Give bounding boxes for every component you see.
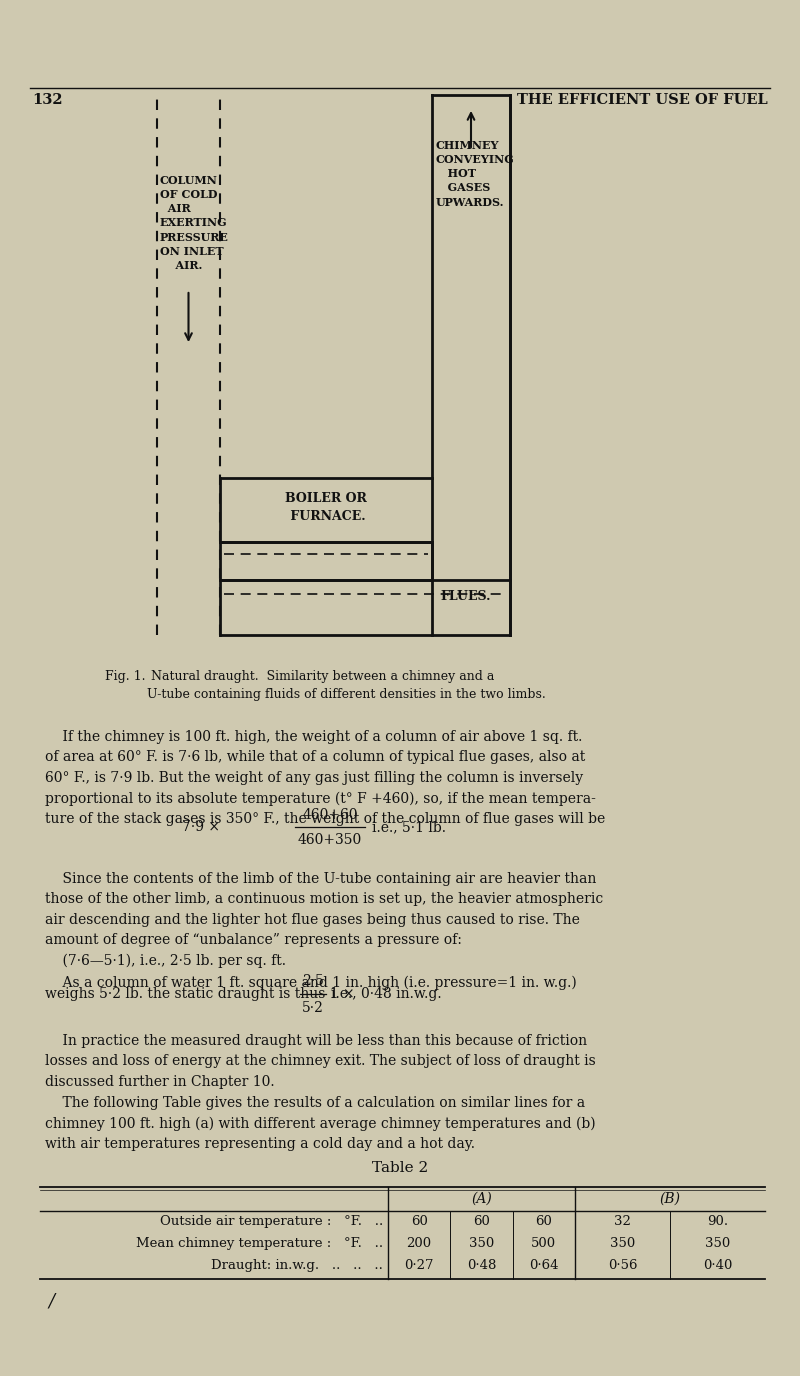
Text: Fig. 1.: Fig. 1. bbox=[105, 670, 146, 682]
Text: 350: 350 bbox=[705, 1237, 730, 1249]
Text: 500: 500 bbox=[531, 1237, 556, 1249]
Text: Natural draught.  Similarity between a chimney and a
U-tube containing fluids of: Natural draught. Similarity between a ch… bbox=[147, 670, 546, 700]
Text: Since the contents of the limb of the U-tube containing air are heavier than
tho: Since the contents of the limb of the U-… bbox=[45, 872, 603, 947]
Text: CHIMNEY
CONVEYING
   HOT
   GASES
UPWARDS.: CHIMNEY CONVEYING HOT GASES UPWARDS. bbox=[436, 140, 514, 208]
Text: Outside air temperature :   °F.   ..: Outside air temperature : °F. .. bbox=[160, 1215, 383, 1227]
Text: weighs 5·2 lb. the static draught is thus 1 ×: weighs 5·2 lb. the static draught is thu… bbox=[45, 987, 354, 1000]
Text: 5·2: 5·2 bbox=[302, 1000, 324, 1015]
Text: 460+60: 460+60 bbox=[302, 808, 358, 821]
Text: 132: 132 bbox=[32, 94, 62, 107]
Text: As a column of water 1 ft. square and 1 in. high (i.e. pressure=1 in. w.g.): As a column of water 1 ft. square and 1 … bbox=[45, 976, 577, 991]
Text: 60: 60 bbox=[535, 1215, 552, 1227]
Text: 350: 350 bbox=[610, 1237, 635, 1249]
Text: FLUES.: FLUES. bbox=[440, 589, 490, 603]
Text: 60: 60 bbox=[410, 1215, 428, 1227]
Text: 2·5: 2·5 bbox=[302, 974, 324, 988]
Text: COLUMN
OF COLD
  AIR
EXERTING
PRESSURE
ON INLET
    AIR.: COLUMN OF COLD AIR EXERTING PRESSURE ON … bbox=[160, 175, 229, 271]
Text: 90.: 90. bbox=[707, 1215, 728, 1227]
Text: THE EFFICIENT USE OF FUEL: THE EFFICIENT USE OF FUEL bbox=[518, 94, 768, 107]
Text: 460+350: 460+350 bbox=[298, 832, 362, 848]
Text: 60: 60 bbox=[473, 1215, 490, 1227]
Text: i.e., 0·48 in.w.g.: i.e., 0·48 in.w.g. bbox=[330, 987, 442, 1000]
Text: If the chimney is 100 ft. high, the weight of a column of air above 1 sq. ft.
of: If the chimney is 100 ft. high, the weig… bbox=[45, 731, 606, 826]
Text: (A): (A) bbox=[471, 1192, 492, 1205]
Text: 32: 32 bbox=[614, 1215, 631, 1227]
Text: BOILER OR
 FURNACE.: BOILER OR FURNACE. bbox=[285, 491, 367, 523]
Text: 7·9 ×: 7·9 × bbox=[182, 820, 220, 834]
Text: Table 2: Table 2 bbox=[372, 1161, 428, 1175]
Text: (B): (B) bbox=[659, 1192, 681, 1205]
Text: 0·27: 0·27 bbox=[405, 1259, 434, 1271]
Text: 200: 200 bbox=[406, 1237, 432, 1249]
Text: Mean chimney temperature :   °F.   ..: Mean chimney temperature : °F. .. bbox=[136, 1237, 383, 1249]
Text: 350: 350 bbox=[469, 1237, 494, 1249]
Text: In practice the measured draught will be less than this because of friction
loss: In practice the measured draught will be… bbox=[45, 1033, 596, 1088]
Text: 0·56: 0·56 bbox=[608, 1259, 638, 1271]
Text: 0·48: 0·48 bbox=[467, 1259, 496, 1271]
Text: 0·64: 0·64 bbox=[529, 1259, 558, 1271]
Text: Draught: in.w.g.   ..   ..   ..: Draught: in.w.g. .. .. .. bbox=[211, 1259, 383, 1271]
Text: 0·40: 0·40 bbox=[703, 1259, 732, 1271]
Text: /: / bbox=[48, 1293, 54, 1311]
Text: The following Table gives the results of a calculation on similar lines for a
ch: The following Table gives the results of… bbox=[45, 1097, 596, 1152]
Text: (7·6—5·1), i.e., 2·5 lb. per sq. ft.: (7·6—5·1), i.e., 2·5 lb. per sq. ft. bbox=[45, 954, 286, 969]
Text: i.e., 5·1 lb.: i.e., 5·1 lb. bbox=[372, 820, 446, 834]
